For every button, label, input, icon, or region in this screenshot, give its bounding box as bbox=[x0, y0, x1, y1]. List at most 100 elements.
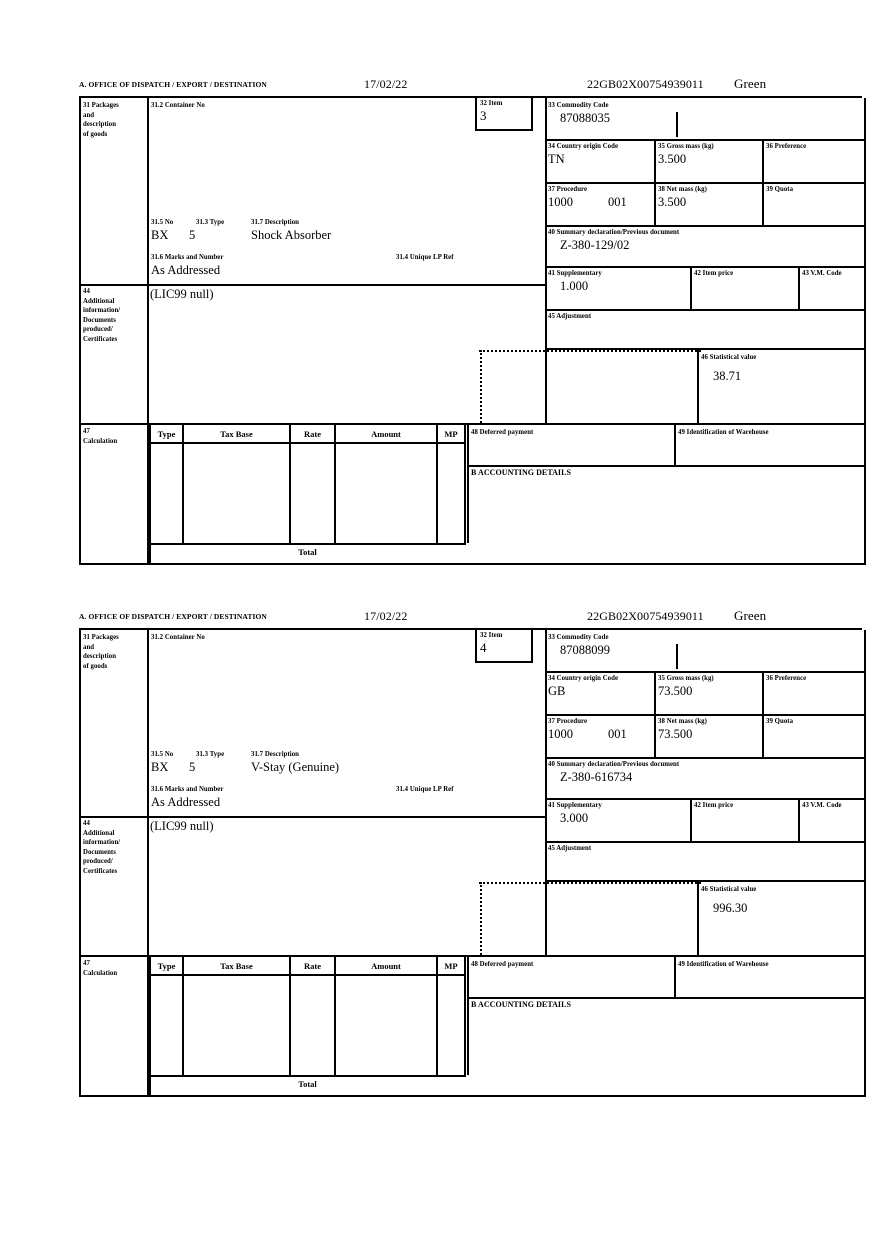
box-36-preference: 36 Preference bbox=[766, 143, 807, 150]
commodity-code-value: 87088035 bbox=[560, 110, 610, 125]
box-41-supplementary: 41 Supplementary 1.000 bbox=[548, 269, 688, 294]
calc-header-mp: MP bbox=[444, 961, 458, 971]
declaration-date: 17/02/22 bbox=[364, 609, 408, 623]
divider-label-column bbox=[147, 630, 149, 1095]
divider-48-49 bbox=[674, 957, 676, 997]
marks-and-number-value: As Addressed bbox=[151, 795, 221, 809]
divider-above-box-44 bbox=[81, 284, 545, 286]
divider-34-35 bbox=[654, 140, 656, 182]
divider-41-45 bbox=[546, 309, 864, 311]
calc-divider-mp bbox=[464, 425, 466, 543]
box-41-supplementary: 41 Supplementary 3.000 bbox=[548, 801, 688, 826]
movement-reference-number: 22GB02X00754939011 bbox=[587, 609, 704, 623]
box-43-vm-code: 43 V.M. Code bbox=[802, 802, 842, 809]
divider-40-41 bbox=[546, 266, 864, 268]
calc-header-amount: Amount bbox=[371, 429, 401, 439]
divider-48-49 bbox=[674, 425, 676, 465]
additional-information-value: (LIC99 null) bbox=[150, 287, 214, 301]
box-38-net-mass: 38 Net mass (kg) 73.500 bbox=[658, 717, 763, 742]
box-40-previous-document: 40 Summary declaration/Previous document… bbox=[548, 228, 862, 266]
net-mass-value: 3.500 bbox=[658, 194, 687, 209]
goods-description-value: V-Stay (Genuine) bbox=[251, 760, 340, 774]
box-42-item-price: 42 Item price bbox=[694, 270, 734, 277]
box-39-quota: 39 Quota bbox=[766, 186, 794, 193]
calc-divider-amount bbox=[436, 957, 438, 1075]
box-38-net-mass: 38 Net mass (kg) 3.500 bbox=[658, 185, 763, 210]
divider-33-34 bbox=[546, 139, 864, 141]
calc-total-label: Total bbox=[298, 1079, 317, 1089]
procedure-value: 1000 bbox=[548, 194, 573, 209]
box-31-label: 31 Packages and description of goods bbox=[83, 102, 119, 138]
calc-divider-taxbase bbox=[289, 425, 291, 543]
additional-information-value: (LIC99 null) bbox=[150, 819, 214, 833]
box-48-deferred-payment: 48 Deferred payment bbox=[471, 429, 534, 436]
calc-total-label: Total bbox=[298, 547, 317, 557]
route-status: Green bbox=[734, 608, 767, 623]
divider-38-39 bbox=[762, 715, 764, 757]
divider-37-38 bbox=[654, 183, 656, 225]
dotted-divider-horizontal bbox=[479, 882, 701, 884]
calc-divider-rate bbox=[334, 425, 336, 543]
divider-above-box-47 bbox=[81, 423, 864, 425]
box-32-item: 32 Item 4 bbox=[475, 630, 533, 663]
calc-header-amount: Amount bbox=[371, 961, 401, 971]
office-of-dispatch-label: A. OFFICE OF DISPATCH / EXPORT / DESTINA… bbox=[79, 612, 267, 621]
box-B-accounting-details: B ACCOUNTING DETAILS bbox=[471, 468, 571, 477]
box-45-adjustment: 45 Adjustment bbox=[548, 845, 592, 852]
statistical-value-value: 38.71 bbox=[713, 368, 742, 383]
divider-41-45 bbox=[546, 841, 864, 843]
previous-document-value: Z-380-129/02 bbox=[560, 237, 630, 252]
item-number-value: 4 bbox=[480, 639, 487, 655]
calc-rows-bottom bbox=[149, 1075, 466, 1077]
divider-33-34 bbox=[546, 671, 864, 673]
supplementary-value: 3.000 bbox=[560, 810, 589, 825]
box-31-description-row: 31.5 No 31.3 Type 31.7 Description BX 5 … bbox=[151, 219, 332, 242]
divider-37-40 bbox=[546, 757, 864, 759]
box-36-preference: 36 Preference bbox=[766, 675, 807, 682]
calc-divider-mp bbox=[464, 957, 466, 1075]
calc-header-underline bbox=[149, 442, 466, 444]
box-42-item-price: 42 Item price bbox=[694, 802, 734, 809]
procedure-2-value: 001 bbox=[608, 726, 627, 741]
divider-46-left bbox=[697, 350, 699, 423]
box-31-2-container-no: 31.2 Container No bbox=[151, 102, 205, 109]
calc-divider-taxbase bbox=[289, 957, 291, 1075]
supplementary-value: 1.000 bbox=[560, 278, 589, 293]
packages-no-value: BX bbox=[151, 760, 169, 774]
divider-label-column bbox=[147, 98, 149, 563]
divider-above-box-44 bbox=[81, 816, 545, 818]
box-48-deferred-payment: 48 Deferred payment bbox=[471, 961, 534, 968]
divider-goods-right bbox=[545, 630, 547, 955]
divider-46-left bbox=[697, 882, 699, 955]
box-31-marks-row: 31.6 Marks and Number 31.4 Unique LP Ref… bbox=[151, 786, 454, 809]
box-47-label: 47 Calculation bbox=[83, 428, 118, 445]
box-46-statistical-value: 46 Statistical value 996.30 bbox=[701, 885, 861, 916]
sad-grid: 31 Packages and description of goods 31.… bbox=[79, 98, 866, 565]
calc-header-tax-base: Tax Base bbox=[220, 961, 253, 971]
box-32-item: 32 Item 3 bbox=[475, 98, 533, 131]
divider-42-43 bbox=[798, 799, 800, 841]
box-34-country-origin: 34 Country origin Code TN bbox=[548, 142, 653, 167]
form-header: A. OFFICE OF DISPATCH / EXPORT / DESTINA… bbox=[79, 76, 862, 98]
sad-grid: 31 Packages and description of goods 31.… bbox=[79, 630, 866, 1097]
previous-document-value: Z-380-616734 bbox=[560, 769, 633, 784]
divider-37-38 bbox=[654, 715, 656, 757]
box-34-country-origin: 34 Country origin Code GB bbox=[548, 674, 653, 699]
divider-48-B bbox=[467, 997, 864, 999]
divider-38-39 bbox=[762, 183, 764, 225]
route-status: Green bbox=[734, 76, 767, 91]
marks-and-number-value: As Addressed bbox=[151, 263, 221, 277]
calc-divider-type bbox=[182, 425, 184, 543]
divider-45-46 bbox=[546, 348, 864, 350]
box-35-gross-mass: 35 Gross mass (kg) 73.500 bbox=[658, 674, 763, 699]
calc-header-type: Type bbox=[157, 429, 176, 439]
box-35-gross-mass: 35 Gross mass (kg) 3.500 bbox=[658, 142, 763, 167]
packages-type-value: 5 bbox=[189, 228, 196, 242]
goods-description-value: Shock Absorber bbox=[251, 228, 332, 242]
divider-42-43 bbox=[798, 267, 800, 309]
declaration-date: 17/02/22 bbox=[364, 77, 408, 91]
procedure-value: 1000 bbox=[548, 726, 573, 741]
divider-34-37 bbox=[546, 182, 864, 184]
divider-above-box-47 bbox=[81, 955, 864, 957]
country-origin-value: TN bbox=[548, 151, 565, 166]
